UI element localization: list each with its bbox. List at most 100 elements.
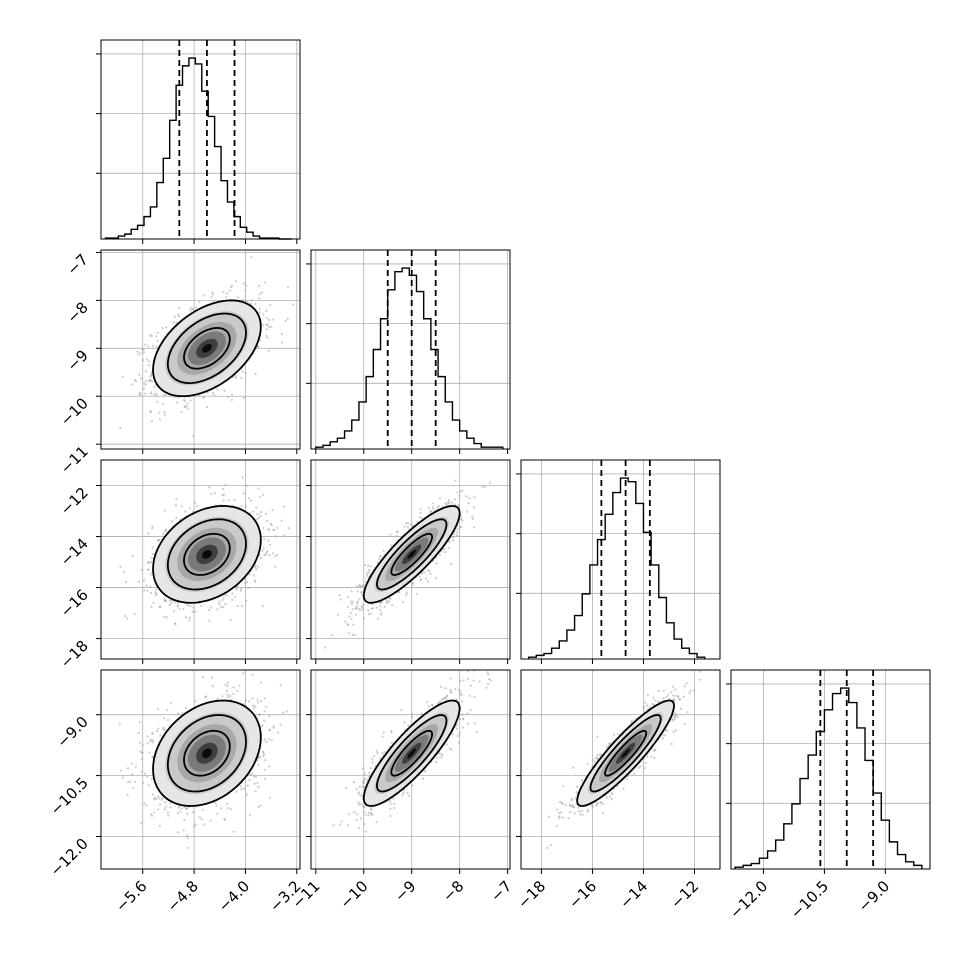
sample-point (461, 519, 464, 522)
sample-point (352, 600, 355, 603)
sample-point (245, 580, 248, 584)
sample-point (286, 317, 289, 321)
sample-point (488, 481, 492, 484)
sample-point (262, 526, 265, 529)
sample-point (244, 289, 247, 292)
sample-point (163, 808, 166, 811)
sample-point (173, 609, 176, 613)
sample-point (169, 599, 172, 603)
sample-point (228, 289, 232, 292)
sample-point (283, 534, 286, 537)
sample-point (216, 608, 219, 611)
sample-point (209, 819, 212, 822)
sample-point (149, 585, 152, 588)
sample-point (269, 543, 272, 547)
sample-point (286, 286, 290, 289)
sample-point (303, 477, 305, 479)
sample-point (154, 591, 157, 594)
sample-point (142, 351, 145, 354)
sample-point (443, 551, 447, 554)
sample-point (144, 383, 147, 386)
sample-point (235, 280, 238, 283)
sample-point (177, 315, 181, 318)
sample-point (246, 484, 249, 487)
sample-point (222, 499, 225, 502)
sample-point (155, 392, 158, 395)
sample-point (454, 479, 457, 482)
sample-point (274, 555, 277, 558)
sample-point (151, 546, 154, 549)
sample-point (365, 574, 369, 577)
sample-point (409, 523, 412, 526)
sample-point (347, 623, 350, 626)
sample-point (389, 533, 392, 536)
sample-point (138, 721, 141, 724)
sample-point (388, 597, 391, 600)
sample-point (346, 595, 350, 599)
sample-point (330, 634, 333, 637)
sample-point (194, 823, 197, 826)
sample-point (163, 597, 166, 601)
sample-point (216, 812, 219, 815)
sample-point (438, 553, 441, 557)
sample-point (234, 595, 237, 598)
sample-point (244, 505, 247, 508)
sample-point (138, 392, 141, 396)
panel-frame (100, 249, 301, 450)
sample-point (168, 603, 171, 607)
sample-point (353, 633, 356, 637)
sample-point (391, 604, 394, 607)
sample-point (344, 620, 347, 623)
sample-point (356, 590, 359, 593)
sample-point (227, 395, 230, 398)
sample-point (193, 501, 197, 504)
sample-point (453, 498, 457, 501)
sample-point (241, 476, 244, 479)
sample-point (156, 730, 159, 733)
sample-point (229, 618, 232, 621)
sample-point (218, 600, 221, 603)
sample-point (355, 605, 358, 608)
sample-point (415, 592, 418, 596)
sample-point (280, 332, 283, 336)
sample-point (375, 606, 379, 609)
sample-point (362, 617, 366, 620)
sample-point (262, 313, 265, 316)
sample-point (230, 393, 233, 396)
sample-point (257, 516, 260, 520)
sample-point (350, 611, 353, 614)
sample-point (247, 587, 250, 590)
sample-point (358, 598, 361, 601)
sample-point (156, 539, 160, 542)
sample-point (134, 780, 137, 783)
sample-point (254, 580, 257, 584)
sample-point (272, 528, 275, 531)
sample-point (216, 388, 219, 391)
sample-point (250, 772, 254, 775)
sample-point (483, 485, 486, 489)
sample-point (255, 506, 258, 509)
sample-point (158, 824, 161, 827)
histogram-step (315, 267, 504, 449)
sample-point (258, 297, 261, 300)
sample-point (206, 405, 209, 409)
sample-point (240, 376, 243, 380)
sample-point (346, 605, 350, 609)
sample-point (146, 742, 149, 745)
sample-point (121, 776, 124, 779)
sample-point (179, 810, 182, 813)
sample-point (435, 577, 438, 580)
sample-point (223, 389, 226, 392)
sample-point (206, 391, 209, 394)
sample-point (163, 509, 166, 512)
sample-point (429, 510, 432, 514)
sample-point (222, 493, 225, 496)
sample-point (416, 520, 419, 524)
sample-point (167, 814, 170, 817)
sample-point (152, 393, 156, 396)
sample-point (367, 571, 370, 574)
sample-point (177, 313, 180, 316)
sample-point (146, 589, 149, 592)
sample-point (202, 395, 206, 398)
scatter-panel-2-1 (306, 459, 511, 664)
